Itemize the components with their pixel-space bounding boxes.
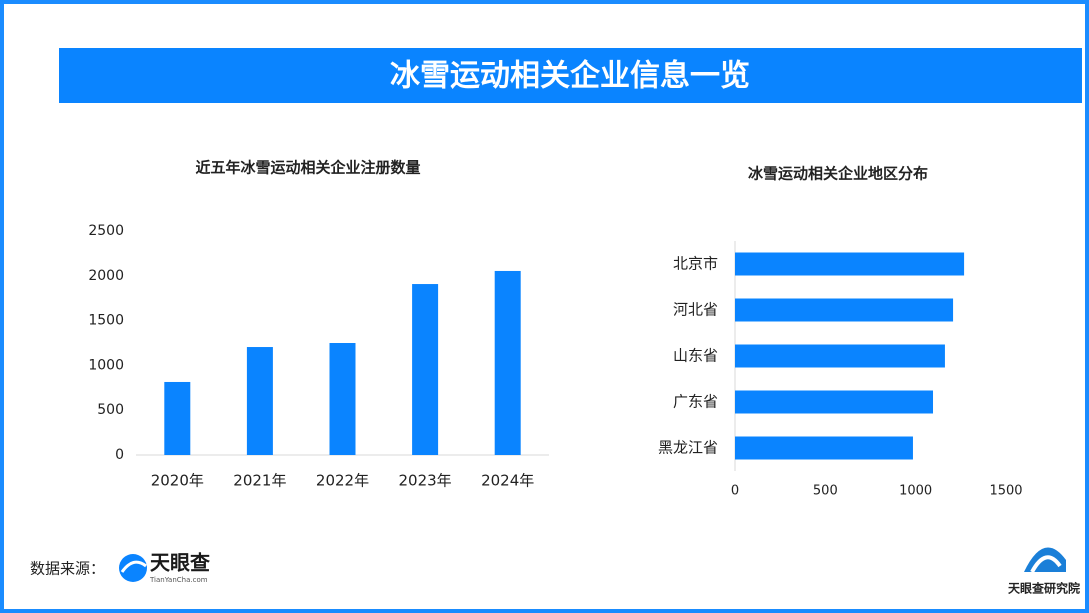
bar [329, 343, 356, 455]
y-tick-label: 山东省 [673, 347, 718, 365]
x-tick-label: 2022年 [316, 472, 369, 490]
bar [494, 270, 521, 455]
bar [735, 436, 913, 460]
logo-icon [119, 554, 147, 582]
x-tick-label: 1000 [899, 484, 932, 499]
x-tick-label: 500 [813, 484, 838, 499]
logo-url: TianYanCha.com [149, 576, 208, 584]
bar [735, 298, 954, 322]
x-tick-label: 2024年 [481, 472, 534, 490]
bar [735, 390, 934, 414]
page-title: 冰雪运动相关企业信息一览 [390, 59, 750, 94]
x-tick-label: 2020年 [151, 472, 204, 490]
header-bar [59, 48, 1082, 103]
source-label: 数据来源： [30, 560, 105, 578]
y-tick-label: 2500 [88, 223, 124, 239]
y-tick-label: 1000 [88, 357, 124, 373]
x-tick-label: 0 [731, 484, 739, 499]
y-tick-label: 广东省 [673, 393, 718, 411]
y-tick-label: 1500 [88, 313, 124, 329]
chart-title: 冰雪运动相关企业地区分布 [748, 165, 928, 183]
y-tick-label: 北京市 [673, 255, 718, 273]
x-tick-label: 1500 [989, 484, 1022, 499]
bar [164, 381, 191, 455]
x-tick-label: 2023年 [399, 472, 452, 490]
y-tick-label: 2000 [88, 268, 124, 284]
chart-title: 近五年冰雪运动相关企业注册数量 [195, 159, 420, 177]
y-tick-label: 黑龙江省 [658, 439, 718, 457]
bar [735, 252, 965, 276]
logo-name: 天眼查 [150, 551, 210, 575]
y-tick-label: 河北省 [673, 301, 718, 319]
bar [412, 284, 439, 455]
bar [246, 347, 273, 455]
institute-name: 天眼查研究院 [1008, 581, 1080, 596]
bar [735, 344, 945, 368]
institute-icon [1030, 555, 1062, 573]
y-tick-label: 500 [97, 402, 124, 418]
logo-icon [120, 560, 147, 573]
y-tick-label: 0 [115, 447, 124, 463]
x-tick-label: 2021年 [233, 472, 286, 490]
